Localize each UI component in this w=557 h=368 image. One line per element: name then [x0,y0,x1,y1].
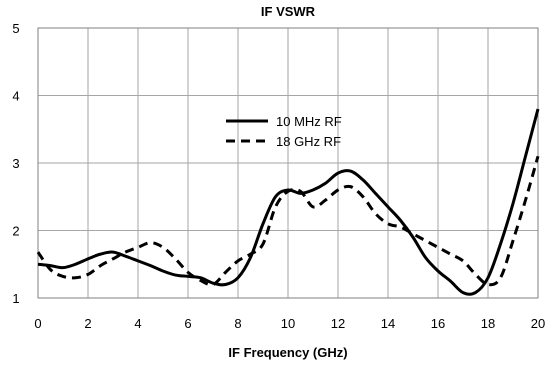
x-axis-ticks: 0 2 4 6 8 10 12 14 16 18 20 [34,316,545,331]
legend-label-18ghz: 18 GHz RF [276,134,341,149]
plot-area [37,27,539,299]
x-tick-label: 2 [84,316,91,331]
y-axis-ticks: 1 2 3 4 5 [12,21,19,306]
legend: 10 MHz RF 18 GHz RF [226,114,342,149]
series-18ghz-rf-line [36,155,540,287]
x-tick-label: 10 [281,316,295,331]
y-tick-label: 5 [12,21,19,36]
series-group [36,108,540,296]
x-axis-label: IF Frequency (GHz) [228,345,347,360]
x-tick-label: 12 [331,316,345,331]
x-tick-label: 4 [134,316,141,331]
x-tick-label: 6 [184,316,191,331]
x-tick-label: 0 [34,316,41,331]
x-tick-label: 16 [431,316,445,331]
x-tick-label: 8 [234,316,241,331]
x-tick-label: 14 [381,316,395,331]
legend-label-10mhz: 10 MHz RF [276,114,342,129]
y-tick-label: 4 [12,89,19,104]
x-tick-label: 18 [481,316,495,331]
y-tick-label: 3 [12,156,19,171]
y-tick-label: 2 [12,224,19,239]
chart-title: IF VSWR [261,4,316,19]
x-tick-label: 20 [531,316,545,331]
y-tick-label: 1 [12,291,19,306]
